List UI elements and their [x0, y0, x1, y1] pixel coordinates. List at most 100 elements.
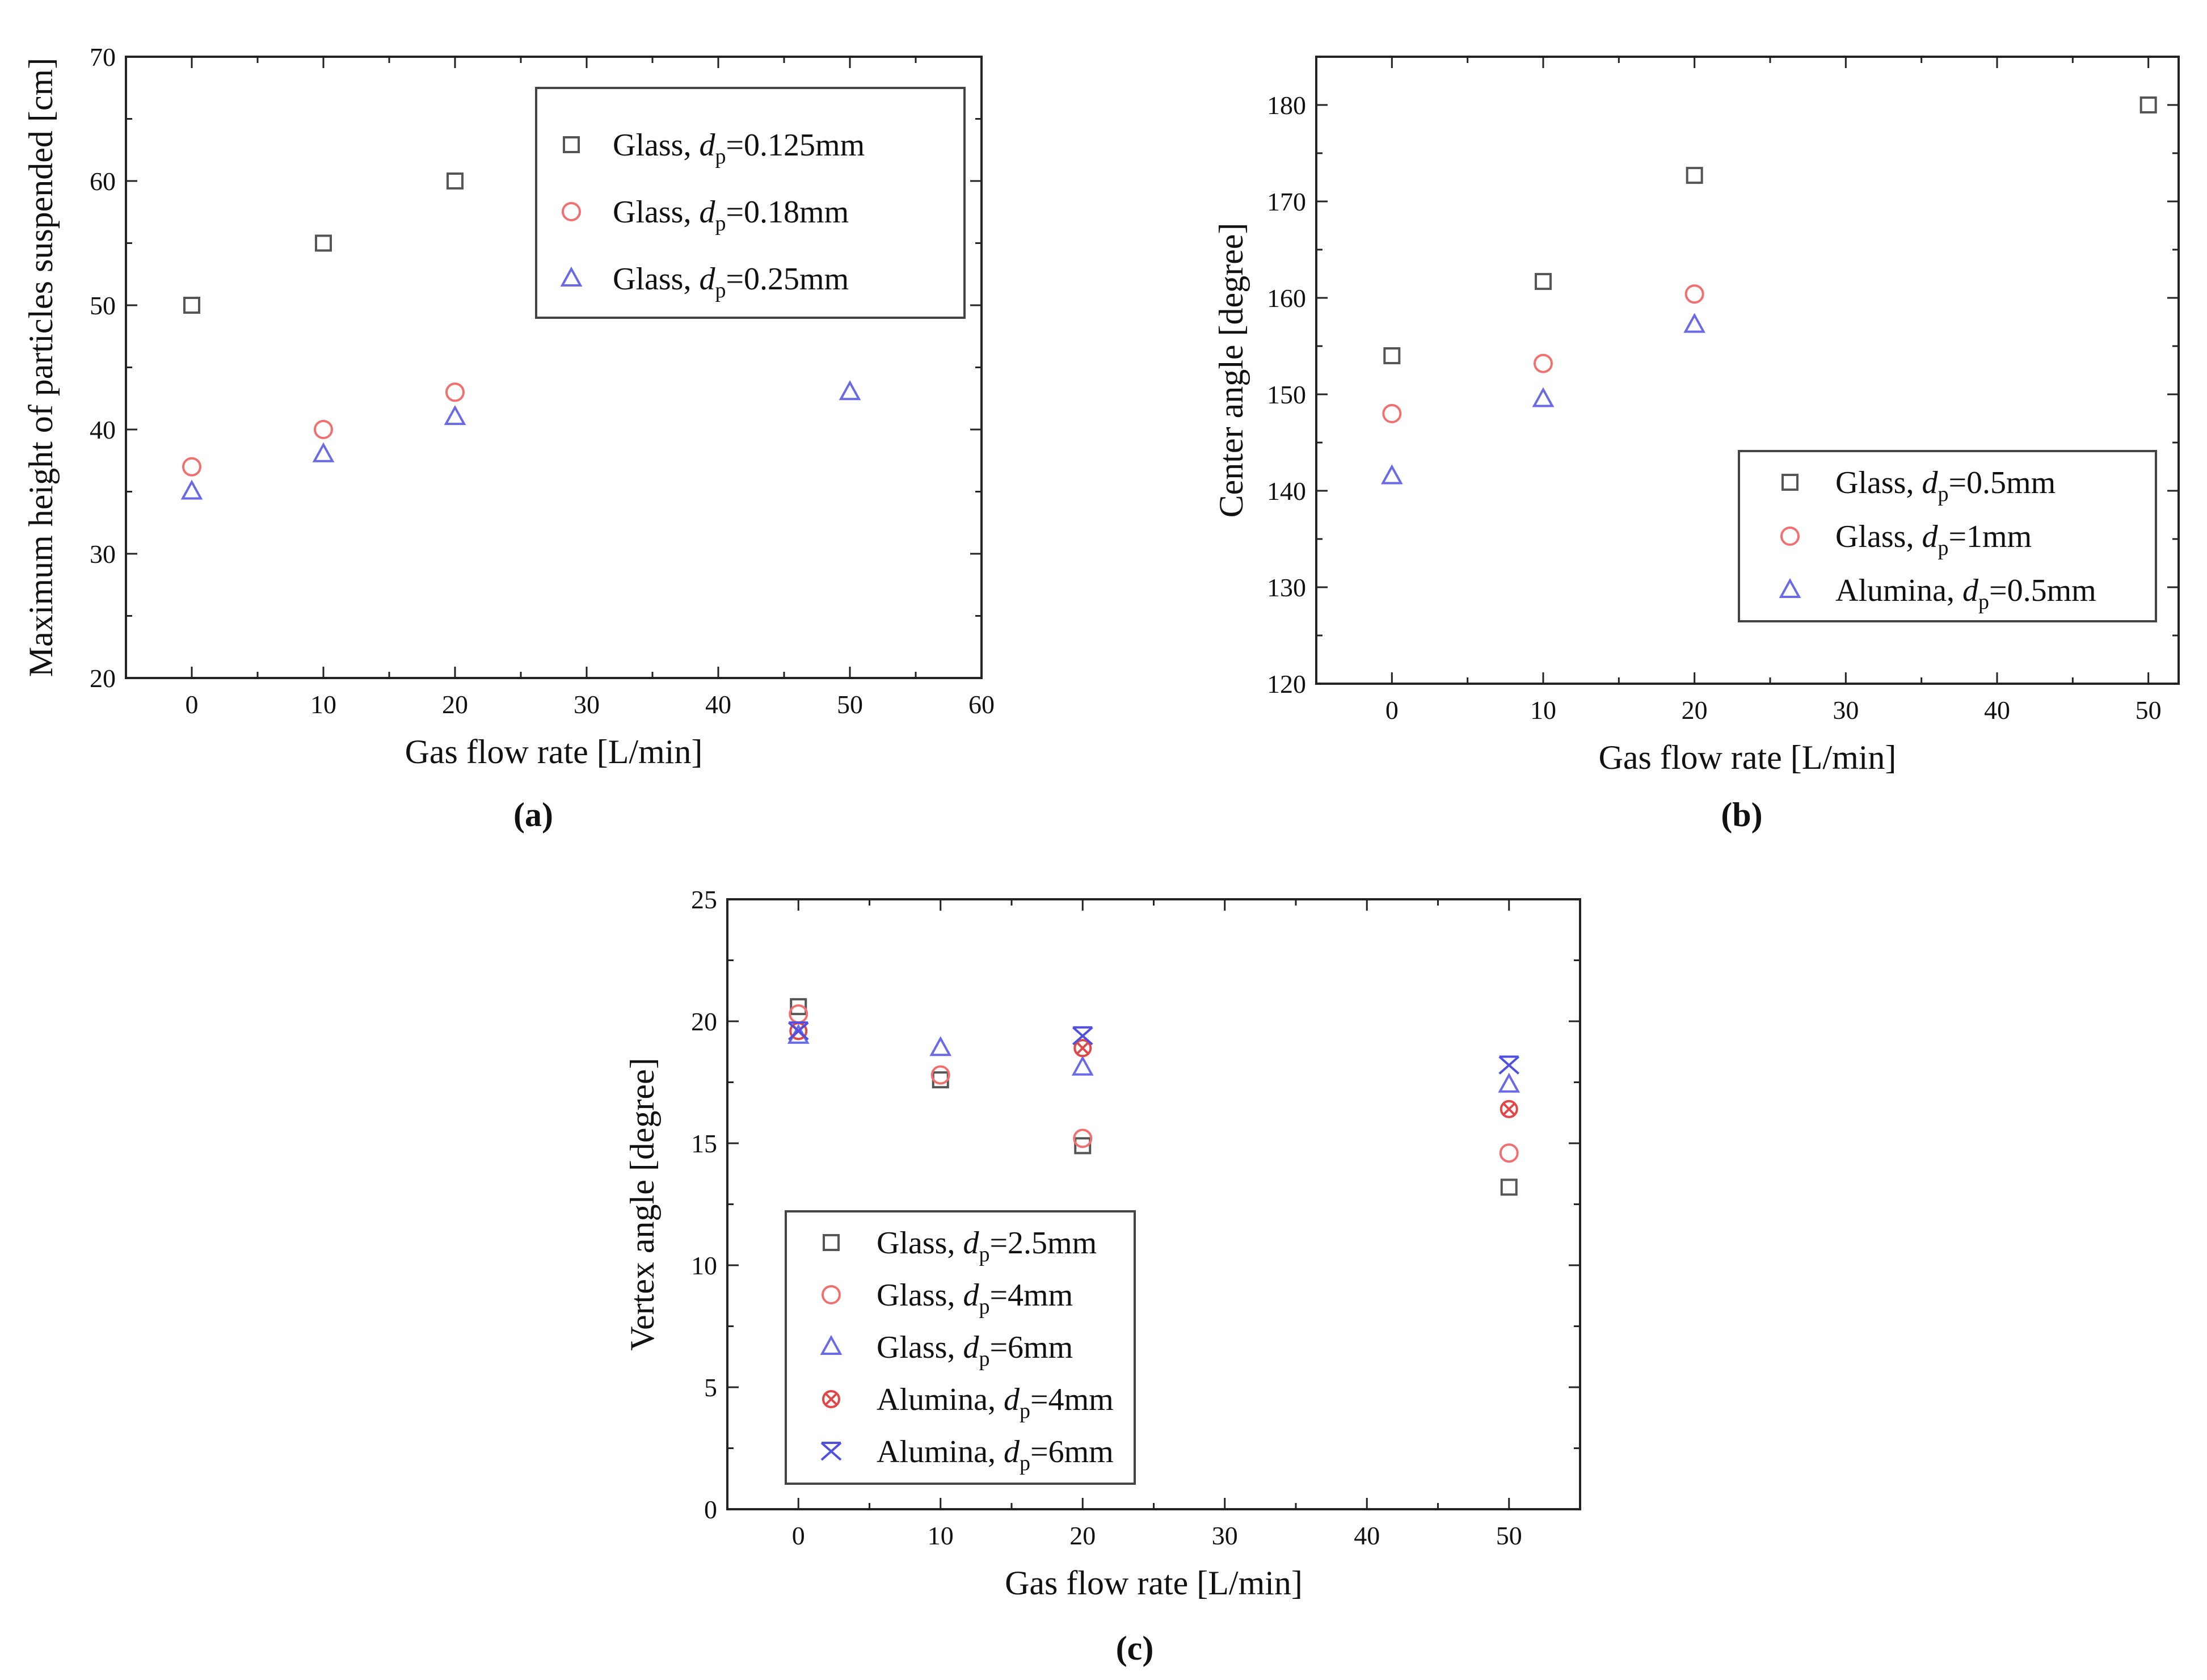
- chart-c-legend-marker-4-cross: [820, 1442, 842, 1461]
- chart-b-series-2-point-shape: [1532, 387, 1555, 407]
- chart-b-legend-box: [1738, 450, 2157, 622]
- chart-a-series-1-point-shape: [182, 457, 201, 477]
- chart-c-series-0-point: [932, 1071, 949, 1089]
- chart-b-series-0-point-shape: [1383, 347, 1401, 364]
- chart-b-series-1-point-shape: [1382, 404, 1402, 423]
- chart-a-series-2-point-shape: [839, 380, 861, 401]
- chart-a-legend-marker-2-shape: [560, 266, 583, 287]
- chart-a-series-0-point: [183, 297, 200, 314]
- chart-c-xtick-label: 50: [1496, 1521, 1522, 1550]
- chart-c-ytick-label: 25: [691, 885, 717, 914]
- chart-a-series-1-point: [314, 420, 333, 439]
- chart-c-xtick-label: 10: [928, 1521, 954, 1550]
- chart-c-ytick-label: 15: [691, 1129, 717, 1158]
- chart-b-ytick-label: 170: [1267, 187, 1306, 216]
- chart-a-ytick-label: 50: [90, 291, 116, 320]
- panel-label-b: (b): [1721, 796, 1762, 833]
- chart-a-series-2-point: [839, 380, 861, 401]
- chart-b-ytick-label: 130: [1267, 573, 1306, 602]
- chart-b-legend-label-1: Glass, dp=1mm: [1835, 519, 2032, 560]
- chart-a-legend-label-0: Glass, dp=0.125mm: [613, 128, 865, 169]
- chart-c-legend-label-3: Alumina, dp=4mm: [877, 1382, 1114, 1423]
- chart-c-xtick-label: 30: [1212, 1521, 1238, 1550]
- chart-a-legend-label-2: Glass, dp=0.25mm: [613, 262, 849, 302]
- chart-c-series-1-point: [930, 1065, 950, 1085]
- chart-b-x-axis-title: Gas flow rate [L/min]: [1599, 739, 1897, 776]
- chart-c-ytick-label: 10: [691, 1251, 717, 1280]
- chart-c-xtick-label: 20: [1069, 1521, 1096, 1550]
- chart-b-ytick-label: 150: [1267, 380, 1306, 409]
- chart-c-series-1-point: [1073, 1129, 1093, 1148]
- panel-label-a: (a): [513, 796, 553, 833]
- chart-a-xtick-label: 40: [705, 690, 731, 719]
- chart-a-ytick-label: 40: [90, 415, 116, 444]
- chart-b-ytick-label: 140: [1267, 477, 1306, 506]
- chart-c-legend-marker-0: [823, 1234, 840, 1251]
- chart-a-xtick-label: 60: [968, 690, 995, 719]
- chart-a-legend-marker-2: [560, 266, 583, 287]
- chart-a-series-1-point-shape: [445, 382, 465, 402]
- chart-a-legend-marker-0: [563, 136, 580, 153]
- chart-a-y-axis-title: Maximum height of particles suspended [c…: [22, 58, 60, 677]
- chart-a-ytick-label: 30: [90, 540, 116, 569]
- chart-c-series-2-point: [1498, 1072, 1521, 1093]
- chart-b-series-2-point: [1380, 464, 1403, 485]
- chart-c-series-1-point: [1499, 1143, 1519, 1163]
- chart-b-series-1-point: [1684, 284, 1704, 304]
- chart-b-legend: Glass, dp=0.5mm Glass, dp=1mm Alumina, dp=…: [1738, 450, 2157, 622]
- chart-c-series-2-point-shape: [929, 1036, 952, 1056]
- chart-b-plot-frame: [1315, 56, 2180, 685]
- chart-c-legend-marker-3-ring: [822, 1390, 840, 1408]
- chart-a-legend-marker-0-shape: [563, 136, 580, 153]
- chart-c-legend-marker-3-cross: [824, 1392, 838, 1406]
- chart-a-series-0-point-shape: [447, 172, 464, 190]
- chart-b-xtick-label: 10: [1530, 696, 1556, 725]
- chart-b-series-2-point: [1532, 387, 1555, 407]
- chart-a-series-2-point: [180, 479, 203, 500]
- chart-b-xtick-label: 30: [1833, 696, 1859, 725]
- chart-c-x-axis-title: Gas flow rate [L/min]: [1005, 1564, 1303, 1602]
- chart-c-legend-label-1: Glass, dp=4mm: [877, 1278, 1073, 1319]
- chart-a-legend-marker-1-shape: [562, 202, 581, 221]
- chart-c-series-3-point: [1500, 1100, 1518, 1118]
- chart-c-series-1-point-shape: [1073, 1129, 1093, 1148]
- chart-c-series-1-point-shape: [930, 1065, 950, 1085]
- chart-a-series-0-point-shape: [315, 234, 332, 252]
- chart-b-series-2-point: [1683, 313, 1706, 333]
- chart-a-legend-marker-1: [562, 202, 581, 221]
- chart-c-legend-label-4: Alumina, dp=6mm: [877, 1434, 1114, 1475]
- chart-b-legend-label-0: Glass, dp=0.5mm: [1835, 465, 2056, 506]
- chart-b-y-axis-title: Center angle [degree]: [1212, 223, 1250, 518]
- chart-c-legend-marker-3: [822, 1390, 840, 1408]
- chart-c-series-2-point-shape: [1071, 1055, 1094, 1076]
- chart-c-legend-marker-2: [820, 1334, 843, 1355]
- chart-c-series-0-point-shape: [1074, 1137, 1092, 1155]
- chart-b-xtick-label: 40: [1984, 696, 2010, 725]
- chart-c-series-2-point-shape: [1498, 1072, 1521, 1093]
- chart-b-series-2-point-shape: [1683, 313, 1706, 333]
- chart-c-xtick-label: 40: [1354, 1521, 1380, 1550]
- chart-b-series-0-point: [1686, 167, 1703, 184]
- chart-c-series-0-point: [790, 998, 807, 1016]
- chart-c-series-4-point: [1072, 1026, 1093, 1046]
- chart-c-series-4-point-cross: [787, 1021, 809, 1041]
- chart-a-legend-label-1: Glass, dp=0.18mm: [613, 195, 849, 235]
- chart-c-legend: Glass, dp=2.5mm Glass, dp=4mm Glass, dp=6m…: [785, 1210, 1136, 1485]
- chart-b-series-1-point-shape: [1684, 284, 1704, 304]
- chart-b: 0 10 20 30 40 50 120 130 140 150 160 170 180 Gas flow…: [1212, 56, 2180, 776]
- chart-b-series-1-point: [1382, 404, 1402, 423]
- chart-c-series-3-point: [1073, 1039, 1092, 1058]
- chart-c-ytick-label: 0: [704, 1495, 717, 1524]
- chart-c-legend-label-2: Glass, dp=6mm: [877, 1330, 1073, 1371]
- chart-b-series-0-point-shape: [1535, 273, 1552, 290]
- chart-b-legend-marker-1: [1780, 527, 1800, 546]
- chart-a-series-0-point: [447, 172, 464, 190]
- chart-b-series-2-point-shape: [1380, 464, 1403, 485]
- chart-a-series-1-point: [182, 457, 201, 477]
- chart-a-series-2-point-shape: [180, 479, 203, 500]
- chart-c-series-3-point-ring: [1500, 1100, 1518, 1118]
- chart-a-ytick-label: 60: [90, 167, 116, 196]
- chart-b-legend-marker-2-shape: [1779, 578, 1801, 598]
- chart-c-ytick-label: 5: [704, 1373, 717, 1402]
- chart-b-legend-label-2: Alumina, dp=0.5mm: [1835, 573, 2096, 614]
